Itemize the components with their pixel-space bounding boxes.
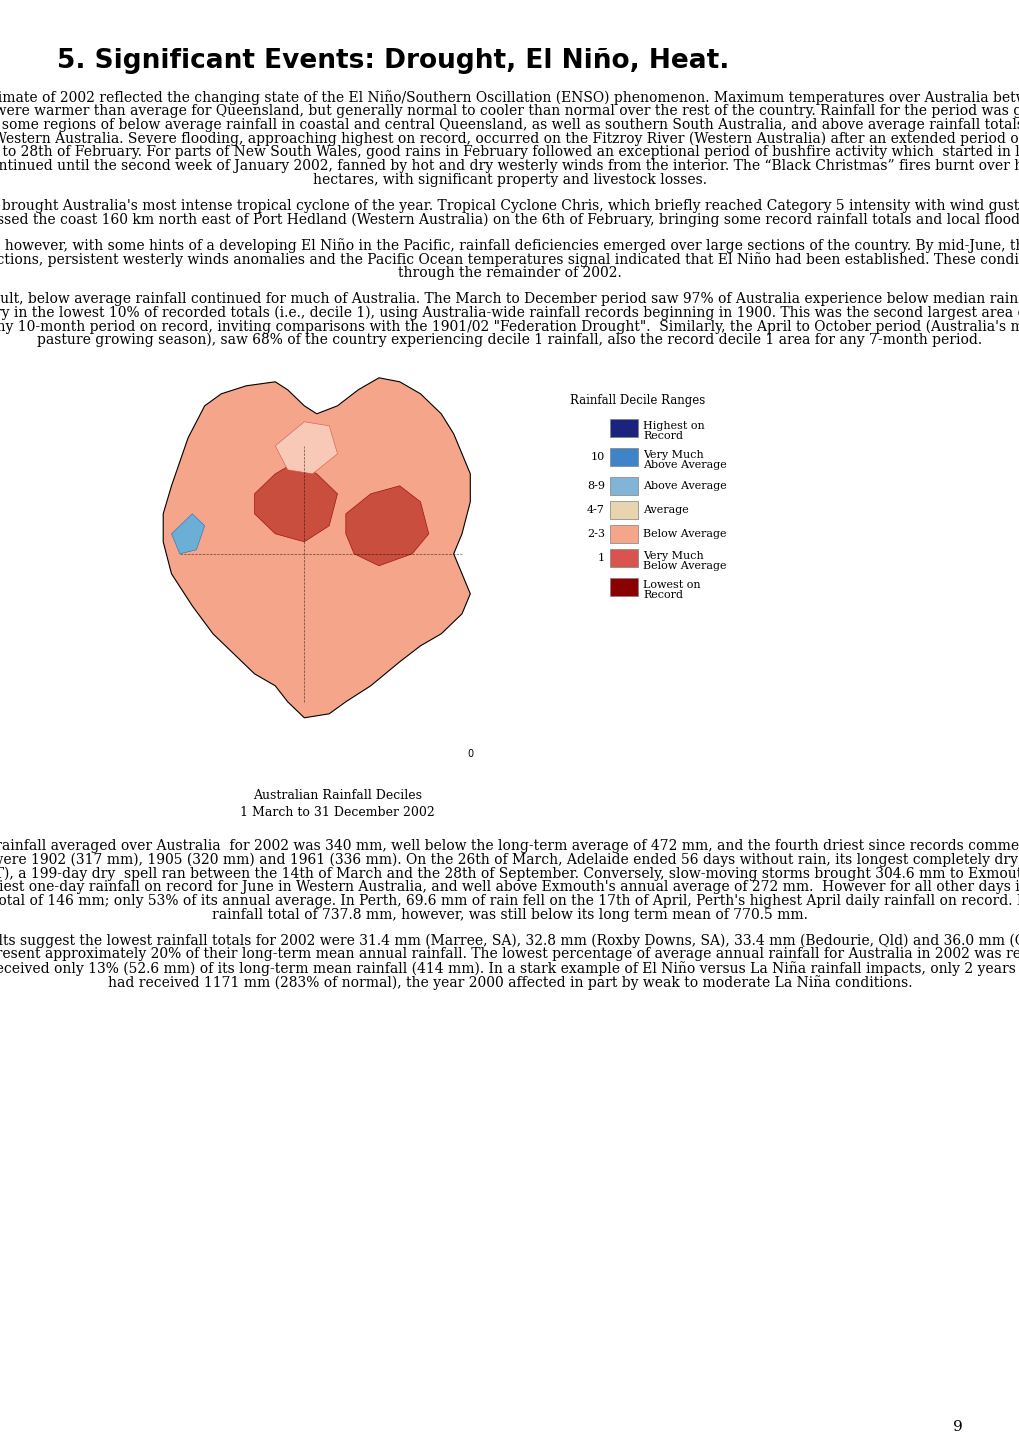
Text: tropical convections, persistent westerly winds anomalies and the Pacific Ocean : tropical convections, persistent westerl… [0,252,1019,267]
Text: 0: 0 [467,748,473,758]
Text: 1: 1 [597,552,604,562]
Polygon shape [255,461,337,542]
Text: 2001 and continued until the second week of January 2002, fanned by hot and dry : 2001 and continued until the second week… [0,159,1019,173]
Text: Very Much: Very Much [642,450,703,460]
Polygon shape [345,486,428,565]
Text: crossed the coast 160 km north east of Port Hedland (Western Australia) on the 6: crossed the coast 160 km north east of P… [0,212,1019,226]
Text: Very Much: Very Much [642,551,703,561]
Text: through the remainder of 2002.: through the remainder of 2002. [397,265,622,280]
Text: 10: 10 [590,451,604,461]
Text: (Qld), which received only 13% (52.6 mm) of its long-term mean rainfall (414 mm): (Qld), which received only 13% (52.6 mm)… [0,962,1019,976]
Text: Below Average: Below Average [642,561,726,571]
Text: The Australian climate of 2002 reflected the changing state of the El Niño/South: The Australian climate of 2002 reflected… [0,89,1019,105]
Text: Preliminary results suggest the lowest rainfall totals for 2002 were 31.4 mm (Ma: Preliminary results suggest the lowest r… [0,933,1019,947]
Text: received a total of 146 mm; only 53% of its annual average. In Perth, 69.6 mm of: received a total of 146 mm; only 53% of … [0,894,1019,908]
Text: Largely as a result, below average rainfall continued for much of Australia. The: Largely as a result, below average rainf… [0,291,1019,306]
Text: had received 1171 mm (283% of normal), the year 2000 affected in part by weak to: had received 1171 mm (283% of normal), t… [108,975,911,989]
Text: These values represent approximately 20% of their long-term mean annual rainfall: These values represent approximately 20%… [0,947,1019,962]
Text: Below Average: Below Average [642,529,726,539]
Text: Record: Record [642,431,683,441]
Text: Above Average: Above Average [642,480,726,490]
Text: Above Average: Above Average [642,460,726,470]
Text: 2-3: 2-3 [586,529,604,539]
Text: rainfall total of 737.8 mm, however, was still below its long term mean of 770.5: rainfall total of 737.8 mm, however, was… [212,908,807,921]
Text: Record: Record [642,590,683,600]
Text: average, with some regions of below average rainfall in coastal and central Quee: average, with some regions of below aver… [0,118,1019,131]
Text: Rainfall Decile Ranges: Rainfall Decile Ranges [570,394,704,407]
Text: the country in the lowest 10% of recorded totals (i.e., decile 1), using Austral: the country in the lowest 10% of recorde… [0,306,1019,320]
Text: Lowest on: Lowest on [642,580,700,590]
Text: of June, the heaviest one-day rainfall on record for June in Western Australia, : of June, the heaviest one-day rainfall o… [0,880,1019,894]
Polygon shape [275,423,337,474]
Text: 9: 9 [953,1420,962,1433]
Polygon shape [171,513,205,554]
Text: pasture growing season), saw 68% of the country experiencing decile 1 rainfall, : pasture growing season), saw 68% of the … [38,333,981,348]
Text: Come March, however, with some hints of a developing El Niño in the Pacific, rai: Come March, however, with some hints of … [0,238,1019,254]
Text: 8-9: 8-9 [586,480,604,490]
Text: 4-7: 4-7 [587,505,604,515]
Text: Highest on: Highest on [642,421,704,431]
Text: Australian Rainfall Deciles
1 March to 31 December 2002: Australian Rainfall Deciles 1 March to 3… [239,789,434,819]
Text: Average: Average [642,505,688,515]
Text: At Rabbit Flat (NT), a 199-day dry  spell ran between the 14th of March and the : At Rabbit Flat (NT), a 199-day dry spell… [0,867,1019,881]
Text: hectares, with significant property and livestock losses.: hectares, with significant property and … [313,173,706,187]
Text: early March were warmer than average for Queensland, but generally normal to coo: early March were warmer than average for… [0,104,1019,118]
Text: February also brought Australia's most intense tropical cyclone of the year. Tro: February also brought Australia's most i… [0,199,1019,212]
Text: 5. Significant Events: Drought, El Niño, Heat.: 5. Significant Events: Drought, El Niño,… [57,48,729,74]
Text: from the 20th to 28th of February. For parts of New South Wales, good rains in F: from the 20th to 28th of February. For p… [0,146,1019,159]
Text: and northern Western Australia. Severe flooding, approaching highest on record, : and northern Western Australia. Severe f… [0,131,1019,146]
Text: rainfall for any 10-month period on record, inviting comparisons with the 1901/0: rainfall for any 10-month period on reco… [0,319,1019,333]
Text: The total annual rainfall averaged over Australia  for 2002 was 340 mm, well bel: The total annual rainfall averaged over … [0,839,1019,852]
Text: three drier years were 1902 (317 mm), 1905 (320 mm) and 1961 (336 mm). On the 26: three drier years were 1902 (317 mm), 19… [0,852,1019,867]
Polygon shape [163,378,470,718]
